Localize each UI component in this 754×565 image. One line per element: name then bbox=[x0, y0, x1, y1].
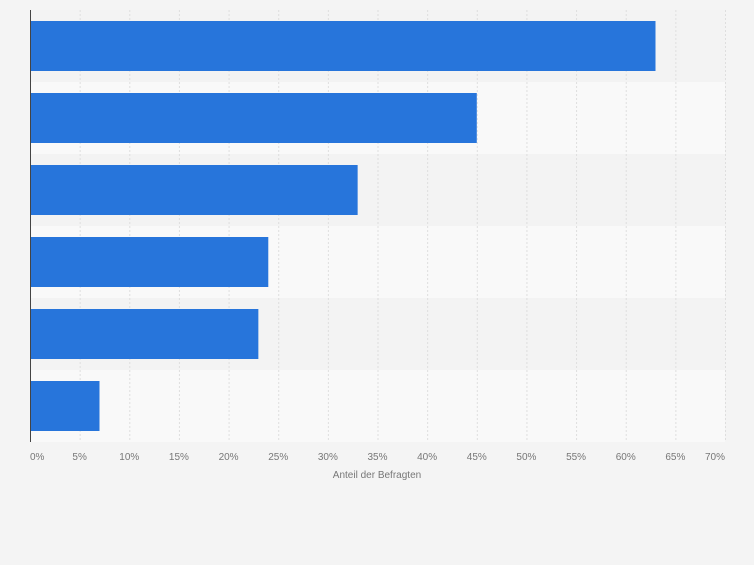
x-tick-label: 45% bbox=[467, 452, 487, 463]
x-tick-label: 35% bbox=[367, 452, 387, 463]
bar[interactable] bbox=[30, 381, 100, 431]
x-tick-labels: 0% 5% 10% 15% 20% 25% 30% 35% 40% 45% 50% 55% 60% 65%… bbox=[30, 452, 725, 463]
bar[interactable] bbox=[30, 309, 259, 359]
x-tick-label: 70% bbox=[705, 452, 725, 463]
x-tick-label: 60% bbox=[616, 452, 636, 463]
x-tick-label: 40% bbox=[417, 452, 437, 463]
x-tick-label: 25% bbox=[268, 452, 288, 463]
bars bbox=[30, 21, 656, 431]
bar[interactable] bbox=[30, 165, 358, 215]
x-tick-label: 20% bbox=[219, 452, 239, 463]
gridlines bbox=[79, 10, 726, 442]
x-tick-label: 15% bbox=[169, 452, 189, 463]
bar[interactable] bbox=[30, 21, 656, 71]
x-tick-label: 10% bbox=[119, 452, 139, 463]
x-tick-label: 65% bbox=[665, 452, 685, 463]
bar[interactable] bbox=[30, 93, 477, 143]
x-tick-label: 5% bbox=[72, 452, 87, 463]
x-axis-label: Anteil der Befragten bbox=[333, 470, 421, 481]
x-tick-label: 50% bbox=[516, 452, 536, 463]
x-tick-label: 30% bbox=[318, 452, 338, 463]
x-tick-label: 0% bbox=[30, 452, 45, 463]
bar[interactable] bbox=[30, 237, 269, 287]
x-tick-label: 55% bbox=[566, 452, 586, 463]
